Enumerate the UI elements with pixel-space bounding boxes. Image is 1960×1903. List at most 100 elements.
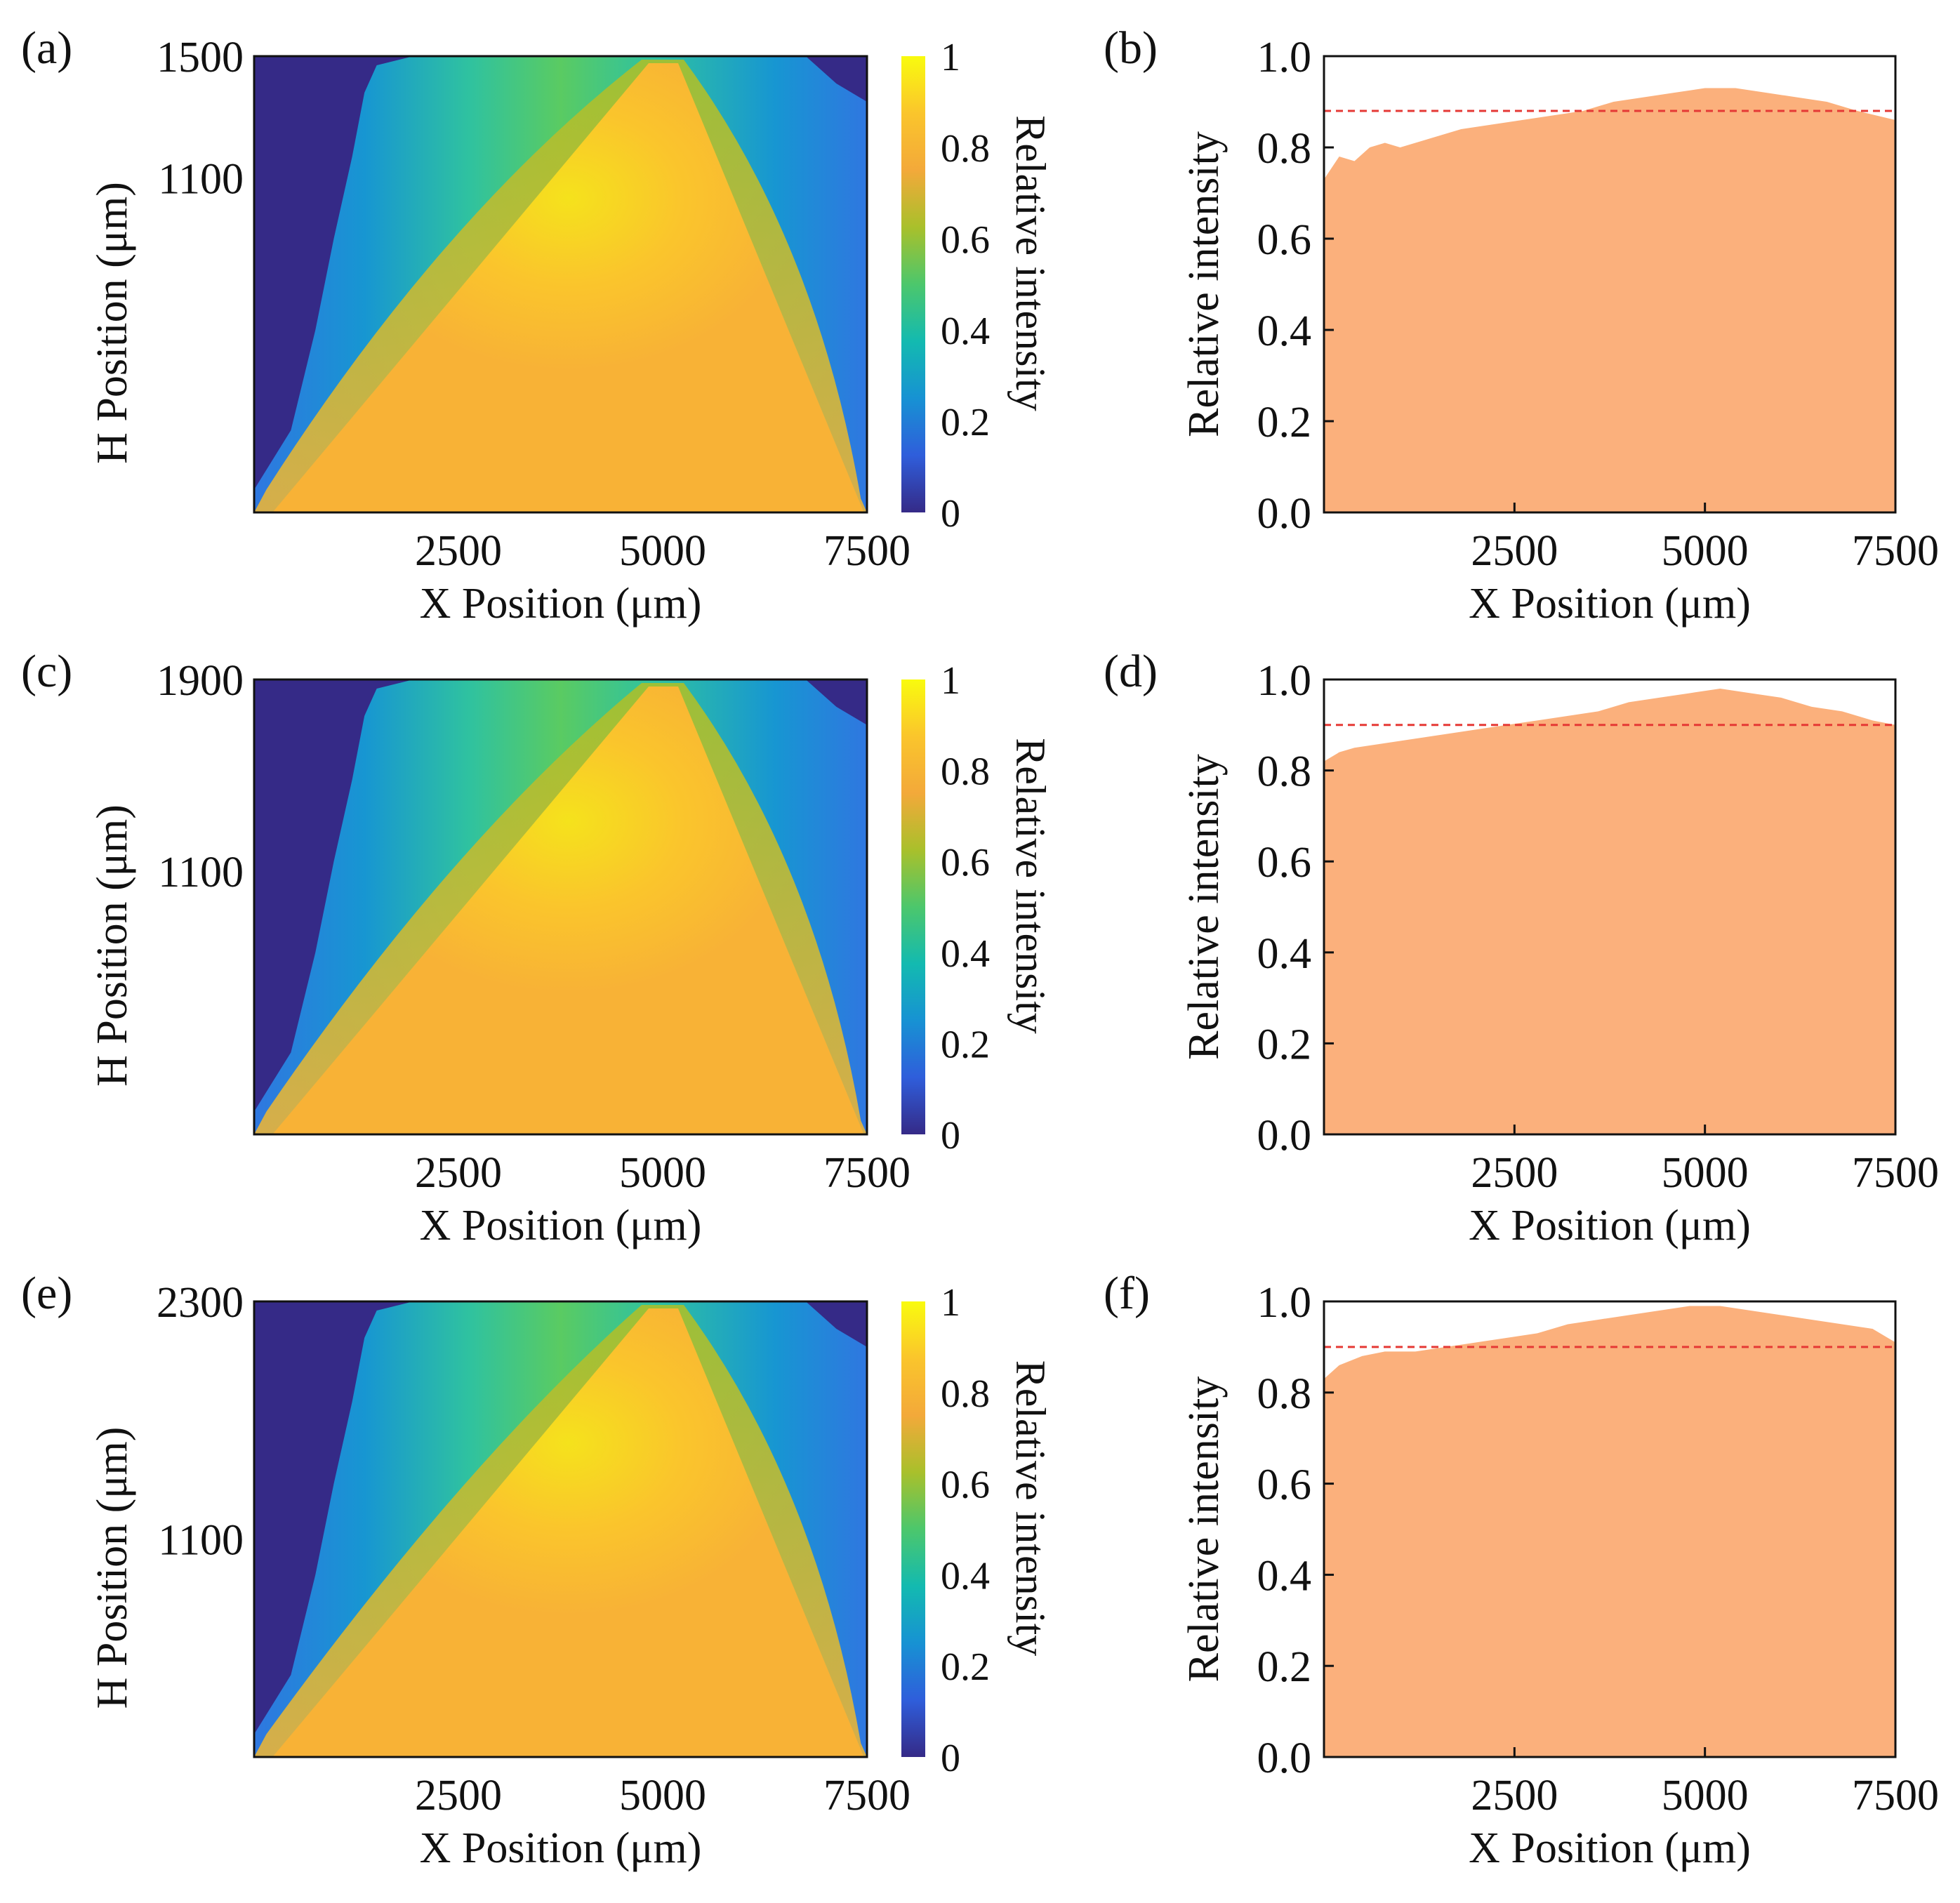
y-axis-label: H Position (μm) [88,1427,136,1709]
panel-label: (a) [21,22,72,74]
y-tick-label: 1100 [158,1517,244,1565]
y-tick-label: 0.4 [1257,1552,1312,1600]
x-tick-label: 7500 [823,527,911,575]
heatmap-core [272,1308,864,1757]
heatmap-zero-left [254,1301,413,1735]
y-tick-label: 1.0 [1257,34,1312,81]
x-axis-label: X Position (μm) [420,580,702,628]
colorbar-tick-label: 0.8 [941,127,990,171]
heatmap-zero-left [254,56,413,490]
colorbar: 0 0.2 0.4 0.6 0.8 1 Relative intensity [901,659,1054,1158]
x-tick-label: 5000 [1662,1149,1749,1197]
y-tick-label: 0.2 [1257,1021,1312,1068]
heatmap-panel-e: 2500 5000 7500 2300 1100 X Position (μm) H Pos… [21,1268,1054,1872]
heatmap-panel-c: 2500 5000 7500 1900 1100 X Position (μm) H Pos… [21,646,1054,1249]
y-tick-label: 0.8 [1257,125,1312,173]
x-axis-label: X Position (μm) [1469,1202,1751,1249]
heatmap-image [254,1301,867,1757]
x-tick-label: 2500 [415,527,502,575]
area-panel-f: 0.0 0.2 0.4 0.6 0.8 1.0 2500 5000 7500 X Position… [1104,1268,1939,1872]
colorbar-tick-label: 0.8 [941,1372,990,1416]
y-tick-label: 0.4 [1257,307,1312,355]
colorbar-tick-label: 0 [941,1114,960,1158]
x-tick-label: 5000 [619,527,706,575]
y-tick-label: 0.8 [1257,1370,1312,1418]
panel-label: (f) [1104,1268,1150,1319]
x-tick-label: 7500 [1852,1772,1939,1819]
colorbar-tick-label: 0.6 [941,1464,990,1507]
panel-label: (d) [1104,646,1158,697]
y-tick-label: 1900 [157,657,244,705]
x-tick-label: 2500 [1471,1149,1558,1197]
x-tick-label: 5000 [1662,527,1749,575]
heatmap-core [272,687,864,1134]
y-tick-label: 0.6 [1257,839,1312,887]
y-tick-label: 0.4 [1257,930,1312,978]
heatmap-zero-left [254,679,413,1112]
y-tick-label: 0.2 [1257,399,1312,446]
panel-label: (b) [1104,22,1158,74]
colorbar-gradient [901,679,925,1134]
colorbar-tick-label: 0.2 [941,1023,990,1066]
panel-label: (c) [21,646,72,697]
panel-label: (e) [21,1268,72,1319]
heatmap-image [254,679,867,1134]
x-tick-label: 2500 [415,1772,502,1819]
x-tick-label: 7500 [1852,1149,1939,1197]
plot-frame [1323,1300,1897,1758]
colorbar-tick-label: 0.4 [941,932,990,976]
y-tick-label: 1.0 [1257,1279,1312,1327]
colorbar-tick-label: 0.6 [941,841,990,884]
x-tick-label: 2500 [1471,1772,1558,1819]
area-panel-d: 0.0 0.2 0.4 0.6 0.8 1.0 2500 5000 7500 X Position… [1104,646,1939,1249]
y-tick-label: 1100 [158,849,244,896]
y-tick-label: 2300 [157,1279,244,1327]
colorbar-gradient [901,56,925,512]
colorbar-tick-label: 0.8 [941,750,990,794]
y-tick-label: 0.2 [1257,1643,1312,1691]
x-axis-label: X Position (μm) [1469,580,1751,628]
heatmap-area [253,55,868,514]
colorbar: 0 0.2 0.4 0.6 0.8 1 Relative intensity [901,1281,1054,1780]
colorbar-tick-label: 0.4 [941,310,990,353]
x-tick-label: 5000 [619,1149,706,1197]
colorbar-tick-label: 0 [941,1737,960,1780]
x-tick-label: 7500 [823,1149,911,1197]
x-axis-label: X Position (μm) [420,1824,702,1872]
heatmap-zero-right [805,56,867,102]
heatmap-area [253,1300,868,1758]
y-tick-label: 0.6 [1257,1461,1312,1509]
colorbar-tick-label: 0 [941,492,960,536]
colorbar-tick-label: 1 [941,36,960,79]
x-tick-label: 5000 [1662,1772,1749,1819]
plot-frame [1323,55,1897,514]
colorbar-tick-label: 0.4 [941,1554,990,1598]
colorbar: 0 0.2 0.4 0.6 0.8 1 Relative intensity [901,36,1054,536]
x-tick-label: 5000 [619,1772,706,1819]
intensity-area [1324,88,1895,512]
x-tick-label: 7500 [823,1772,911,1819]
y-tick-label: 0.6 [1257,216,1312,264]
colorbar-tick-label: 0.2 [941,401,990,444]
x-tick-label: 2500 [415,1149,502,1197]
colorbar-label: Relative intensity [1007,1360,1054,1657]
x-tick-label: 2500 [1471,527,1558,575]
heatmap-panel-a: 2500 5000 7500 1500 1100 X Position (μm) H Pos… [21,22,1054,628]
x-tick-label: 7500 [1852,527,1939,575]
intensity-area [1324,688,1895,1134]
colorbar-label: Relative intensity [1007,738,1054,1034]
area-panel-b: 0.0 0.2 0.4 0.6 0.8 1.0 2500 5000 7500 X Position… [1104,22,1939,628]
y-tick-label: 0.8 [1257,748,1312,796]
intensity-area [1324,1306,1895,1757]
colorbar-tick-label: 0.6 [941,218,990,262]
y-tick-label: 0.0 [1257,1112,1312,1160]
colorbar-tick-label: 1 [941,659,960,703]
colorbar-gradient [901,1301,925,1757]
plot-frame [1323,678,1897,1136]
heatmap-area [253,678,868,1136]
colorbar-label: Relative intensity [1007,115,1054,411]
y-axis-label: Relative intensity [1180,131,1228,437]
y-tick-label: 0.0 [1257,1735,1312,1782]
